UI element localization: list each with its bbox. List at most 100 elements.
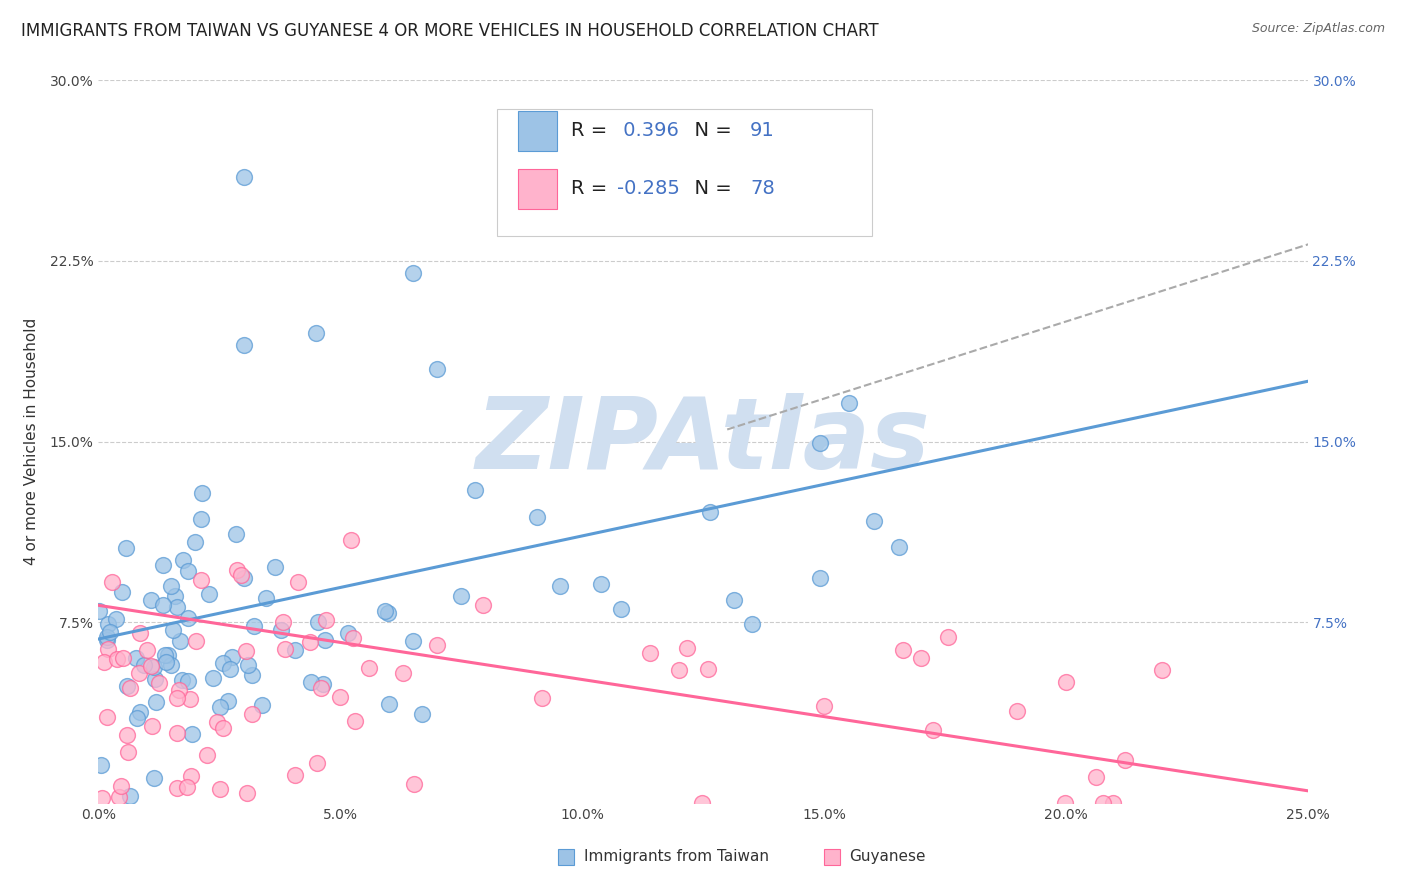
- Point: [153, 648, 176, 663]
- Point: [548, 579, 571, 593]
- Point: [377, 606, 399, 620]
- Point: [110, 779, 132, 793]
- Point: [240, 707, 263, 722]
- Point: [129, 626, 152, 640]
- Point: [808, 571, 831, 585]
- Point: [128, 665, 150, 680]
- Point: [179, 692, 201, 706]
- Point: [808, 435, 831, 450]
- Point: [162, 624, 184, 638]
- Point: [181, 727, 204, 741]
- Point: [464, 483, 486, 498]
- Point: [311, 677, 333, 691]
- Point: [250, 698, 273, 713]
- Point: [284, 642, 307, 657]
- Point: [183, 535, 205, 549]
- Bar: [517, 111, 557, 151]
- Point: [723, 593, 745, 607]
- Point: [910, 651, 932, 665]
- Point: [172, 673, 194, 688]
- Point: [240, 667, 263, 681]
- Point: [342, 631, 364, 645]
- Point: [284, 768, 307, 782]
- Point: [411, 706, 433, 721]
- Text: IMMIGRANTS FROM TAIWAN VS GUYANESE 4 OR MORE VEHICLES IN HOUSEHOLD CORRELATION C: IMMIGRANTS FROM TAIWAN VS GUYANESE 4 OR …: [21, 22, 879, 40]
- Point: [190, 512, 212, 526]
- Text: R =: R =: [571, 179, 613, 198]
- Point: [198, 586, 221, 600]
- Point: [936, 630, 959, 644]
- Bar: [824, 849, 839, 865]
- Point: [177, 565, 200, 579]
- Point: [97, 617, 120, 632]
- Point: [139, 593, 162, 607]
- Point: [155, 655, 177, 669]
- Point: [139, 659, 162, 673]
- Point: [1101, 796, 1123, 810]
- FancyBboxPatch shape: [498, 109, 872, 235]
- Point: [177, 610, 200, 624]
- Point: [115, 728, 138, 742]
- Point: [450, 590, 472, 604]
- Point: [157, 648, 180, 662]
- Bar: [558, 849, 574, 865]
- Point: [378, 697, 401, 711]
- Point: [676, 640, 699, 655]
- Point: [163, 589, 186, 603]
- Point: [115, 541, 138, 555]
- Point: [152, 599, 174, 613]
- Point: [184, 634, 207, 648]
- Point: [172, 553, 194, 567]
- Point: [212, 721, 235, 735]
- Point: [166, 599, 188, 614]
- Point: [160, 579, 183, 593]
- Point: [609, 601, 631, 615]
- Point: [96, 630, 118, 644]
- Text: 0.396: 0.396: [617, 121, 679, 140]
- Point: [668, 664, 690, 678]
- Point: [211, 657, 233, 671]
- Point: [232, 169, 254, 184]
- Point: [105, 652, 128, 666]
- Point: [1091, 796, 1114, 810]
- Point: [232, 338, 254, 352]
- Point: [273, 641, 295, 656]
- Point: [638, 646, 661, 660]
- Point: [97, 641, 120, 656]
- Point: [209, 700, 232, 714]
- Point: [96, 710, 118, 724]
- Text: Guyanese: Guyanese: [849, 849, 927, 864]
- Point: [127, 711, 149, 725]
- Bar: [517, 169, 557, 209]
- Point: [891, 643, 914, 657]
- Point: [374, 604, 396, 618]
- Point: [104, 612, 127, 626]
- Point: [328, 690, 350, 704]
- Point: [337, 626, 360, 640]
- Point: [1007, 704, 1029, 718]
- Text: N =: N =: [682, 121, 738, 140]
- Point: [176, 780, 198, 795]
- Point: [699, 505, 721, 519]
- Point: [813, 699, 835, 714]
- Point: [166, 780, 188, 795]
- Point: [309, 681, 332, 696]
- Point: [145, 695, 167, 709]
- Point: [208, 781, 231, 796]
- Point: [591, 576, 613, 591]
- Point: [217, 694, 239, 708]
- Point: [264, 560, 287, 574]
- Point: [117, 679, 139, 693]
- Point: [299, 675, 322, 690]
- Point: [307, 615, 329, 629]
- Point: [287, 575, 309, 590]
- Point: [207, 714, 229, 729]
- Point: [1084, 771, 1107, 785]
- Point: [315, 613, 337, 627]
- Point: [426, 638, 449, 652]
- Point: [526, 510, 548, 524]
- Point: [152, 558, 174, 572]
- Text: Source: ZipAtlas.com: Source: ZipAtlas.com: [1251, 22, 1385, 36]
- Point: [111, 585, 134, 599]
- Point: [96, 633, 118, 648]
